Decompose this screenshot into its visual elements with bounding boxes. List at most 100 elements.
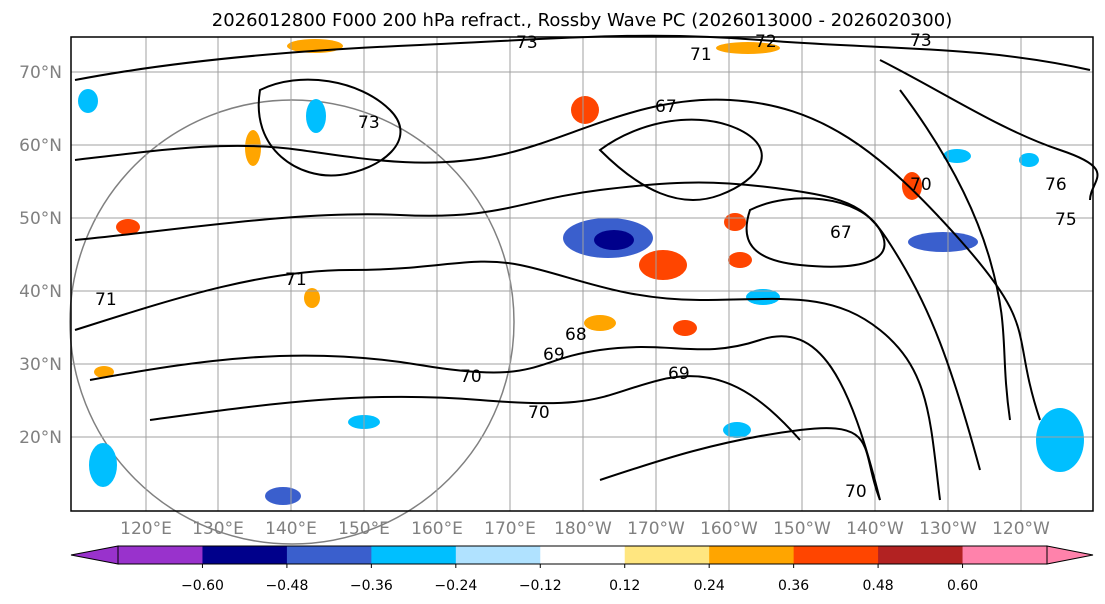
negative-anomaly-patch xyxy=(943,149,971,163)
positive-anomaly-patch xyxy=(724,213,746,231)
colorbar-segment xyxy=(709,546,795,564)
colorbar-segment xyxy=(793,546,879,564)
positive-anomaly-patch xyxy=(94,366,114,378)
contour-label: 69 xyxy=(543,345,565,365)
contour-label: 71 xyxy=(95,290,117,310)
contour-label: 67 xyxy=(830,223,852,243)
contour-label: 70 xyxy=(528,403,550,423)
longitude-tick-label: 140°E xyxy=(265,519,317,539)
colorbar-tick-label: −0.36 xyxy=(350,578,393,594)
negative-anomaly-patch xyxy=(265,487,301,505)
latitude-tick-label: 20°N xyxy=(19,428,62,448)
colorbar-tick-label: −0.48 xyxy=(265,578,308,594)
contour-label: 68 xyxy=(565,325,587,345)
contour-label: 70 xyxy=(460,367,482,387)
positive-anomaly-patch xyxy=(571,96,599,124)
negative-anomaly-patch xyxy=(746,289,780,305)
longitude-tick-label: 120°W xyxy=(992,519,1050,539)
colorbar-tick-label: −0.12 xyxy=(519,578,562,594)
contour-line xyxy=(879,59,1099,201)
contour-line xyxy=(74,98,1041,421)
colorbar-segment xyxy=(286,546,372,564)
longitude-tick-label: 140°W xyxy=(846,519,904,539)
colorbar-segment xyxy=(624,546,710,564)
colorbar-segment xyxy=(118,546,203,564)
longitude-tick-label: 130°W xyxy=(919,519,977,539)
contour-label: 67 xyxy=(655,97,677,117)
anomaly-patches xyxy=(78,39,1084,505)
contour-lines xyxy=(74,34,1099,501)
positive-anomaly-patch xyxy=(728,252,752,268)
contour-line xyxy=(257,78,402,177)
latitude-tick-label: 30°N xyxy=(19,355,62,375)
negative-anomaly-patch xyxy=(1036,408,1084,472)
negative-anomaly-patch xyxy=(89,443,117,487)
contour-label: 72 xyxy=(755,32,777,52)
negative-anomaly-patch xyxy=(1019,153,1039,167)
colorbar-segment xyxy=(962,546,1048,564)
colorbar-tick-label: 0.12 xyxy=(609,578,640,594)
contour-labels: 73 72 73 71 67 73 76 75 70 67 71 68 69 7… xyxy=(95,31,1077,502)
contour-label: 73 xyxy=(516,33,538,53)
contour-label: 76 xyxy=(1045,175,1067,195)
negative-anomaly-patch xyxy=(723,422,751,438)
colorbar-extend-min xyxy=(70,545,119,565)
positive-anomaly-patch xyxy=(304,288,320,308)
positive-anomaly-patch xyxy=(245,130,261,166)
longitude-tick-label: 120°E xyxy=(120,519,172,539)
latitude-tick-label: 50°N xyxy=(19,209,62,229)
longitude-labels: 120°E 130°E 140°E 150°E 160°E 170°E 180°W 170°W… xyxy=(120,519,1050,539)
latitude-tick-label: 60°N xyxy=(19,136,62,156)
map-frame xyxy=(70,36,1094,512)
colorbar-tick-label: 0.24 xyxy=(694,578,725,594)
contour-label: 70 xyxy=(910,175,932,195)
chart-title: 2026012800 F000 200 hPa refract., Rossby… xyxy=(212,10,953,31)
contour-label: 73 xyxy=(358,113,380,133)
positive-anomaly-patch xyxy=(716,42,780,54)
contour-line xyxy=(89,335,881,501)
contour-label: 71 xyxy=(285,270,307,290)
negative-anomaly-patch xyxy=(908,232,978,252)
positive-anomaly-patch xyxy=(673,320,697,336)
positive-anomaly-patch xyxy=(639,250,687,280)
colorbar-segment xyxy=(202,546,288,564)
colorbar-segment xyxy=(878,546,964,564)
colorbar-tick-label: 0.60 xyxy=(947,578,978,594)
colorbar-tick-label: 0.48 xyxy=(863,578,894,594)
contour-line xyxy=(74,181,981,471)
negative-anomaly-patch xyxy=(78,89,98,113)
contour-label: 69 xyxy=(668,364,690,384)
contour-label: 75 xyxy=(1055,210,1077,230)
latitude-tick-label: 40°N xyxy=(19,282,62,302)
longitude-tick-label: 160°E xyxy=(411,519,463,539)
contour-line xyxy=(745,197,886,268)
positive-anomaly-patch xyxy=(116,219,140,235)
longitude-tick-label: 170°W xyxy=(627,519,685,539)
longitude-tick-label: 170°E xyxy=(484,519,536,539)
positive-anomaly-patch xyxy=(584,315,616,331)
contour-label: 71 xyxy=(690,45,712,65)
longitude-tick-label: 160°W xyxy=(700,519,758,539)
contour-line xyxy=(74,260,941,501)
colorbar-segment xyxy=(371,546,457,564)
colorbar-tick-label: 0.36 xyxy=(778,578,809,594)
contour-label: 73 xyxy=(910,31,932,51)
colorbar-segment xyxy=(540,546,626,564)
longitude-tick-label: 180°W xyxy=(554,519,612,539)
latitude-labels: 20°N 30°N 40°N 50°N 60°N 70°N xyxy=(19,63,62,448)
contour-line xyxy=(149,375,801,441)
contour-label: 70 xyxy=(845,482,867,502)
colorbar-segment xyxy=(455,546,541,564)
contour-line xyxy=(598,118,763,201)
colorbar-ticks: −0.60 −0.48 −0.36 −0.24 −0.12 0.12 0.24 0.36 0.4… xyxy=(181,564,978,594)
colorbar-border xyxy=(117,545,1048,565)
colorbar xyxy=(70,545,1094,565)
colorbar-extend-max xyxy=(1046,545,1094,565)
negative-anomaly-core xyxy=(594,230,634,250)
longitude-tick-label: 130°E xyxy=(192,519,244,539)
colorbar-tick-label: −0.24 xyxy=(434,578,477,594)
positive-anomaly-patch xyxy=(902,172,922,200)
longitude-tick-label: 150°E xyxy=(338,519,390,539)
latitude-tick-label: 70°N xyxy=(19,63,62,83)
